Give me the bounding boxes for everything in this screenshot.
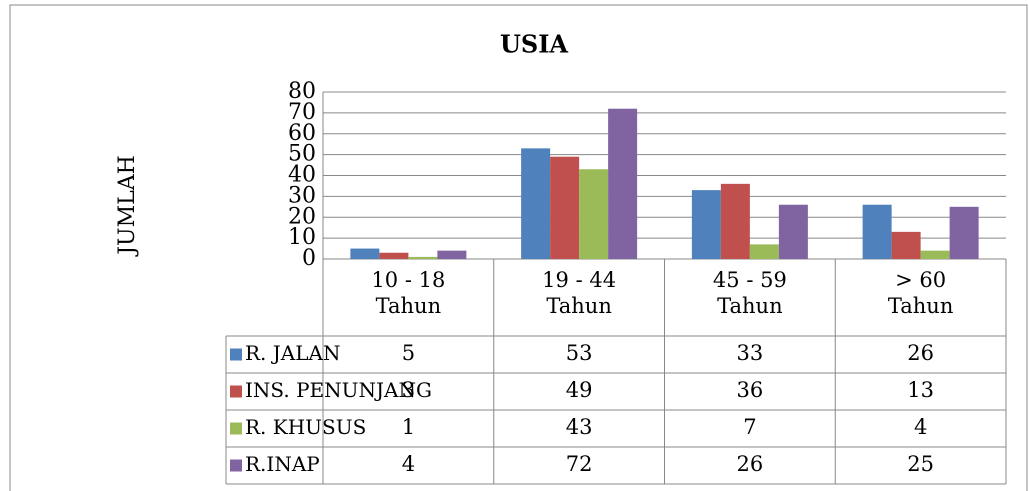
legend-swatch [230, 422, 242, 435]
x-tick-label-box: 19 - 44 Tahun [542, 268, 617, 318]
chart-frame [9, 4, 1028, 491]
bar [891, 231, 921, 259]
x-tick-label: 45 - 59 Tahun [712, 268, 787, 318]
table-value: 33 [737, 341, 764, 365]
bar [749, 244, 779, 259]
table-value: 36 [737, 378, 764, 402]
bar [521, 148, 551, 259]
bar [379, 252, 409, 259]
table-value: 49 [566, 378, 593, 402]
y-tick-label: 60 [288, 121, 316, 146]
x-tick-label-box: 45 - 59 Tahun [712, 268, 787, 318]
bar [550, 156, 580, 259]
legend-swatch [230, 385, 242, 398]
legend-label: R.INAP [245, 452, 320, 476]
bar [437, 250, 467, 259]
table-value: 26 [907, 341, 934, 365]
table-value: 4 [402, 452, 415, 476]
y-tick-label: 20 [288, 204, 316, 229]
x-tick-label: 10 - 18 Tahun [371, 268, 446, 318]
bar [408, 256, 438, 259]
bar [778, 204, 808, 259]
table-value: 26 [737, 452, 764, 476]
table-value: 1 [402, 415, 415, 439]
table-value: 53 [566, 341, 593, 365]
bar [691, 190, 721, 259]
table-value: 43 [566, 415, 593, 439]
legend-label: R. JALAN [245, 341, 340, 365]
table-value: 3 [402, 378, 415, 402]
table-value: 13 [907, 378, 934, 402]
y-tick-label: 30 [288, 183, 316, 208]
y-tick-label: 0 [302, 246, 316, 271]
bar [350, 248, 380, 259]
table-value: 72 [566, 452, 593, 476]
table-value: 4 [914, 415, 927, 439]
table-value: 7 [743, 415, 756, 439]
y-tick-label: 10 [288, 225, 316, 250]
x-tick-label-box: > 60 Tahun [887, 268, 954, 318]
bar [608, 108, 638, 259]
legend-label: INS. PENUNJANG [245, 378, 432, 402]
y-axis-label: JUMLAH [115, 155, 140, 257]
bar [862, 204, 892, 259]
y-tick-label: 70 [288, 100, 316, 125]
bar [949, 206, 979, 259]
bar [720, 183, 750, 259]
bar [920, 250, 950, 259]
legend-swatch [230, 348, 242, 361]
y-tick-label: 40 [288, 163, 316, 188]
chart-title: USIA [500, 30, 568, 59]
x-tick-label: > 60 Tahun [887, 268, 954, 318]
y-tick-label: 80 [288, 79, 316, 104]
x-tick-label-box: 10 - 18 Tahun [371, 268, 446, 318]
table-value: 25 [907, 452, 934, 476]
table-value: 5 [402, 341, 415, 365]
x-tick-label: 19 - 44 Tahun [542, 268, 617, 318]
legend-label: R. KHUSUS [245, 415, 366, 439]
legend-swatch [230, 459, 242, 472]
bar [579, 169, 609, 259]
y-tick-label: 50 [288, 142, 316, 167]
